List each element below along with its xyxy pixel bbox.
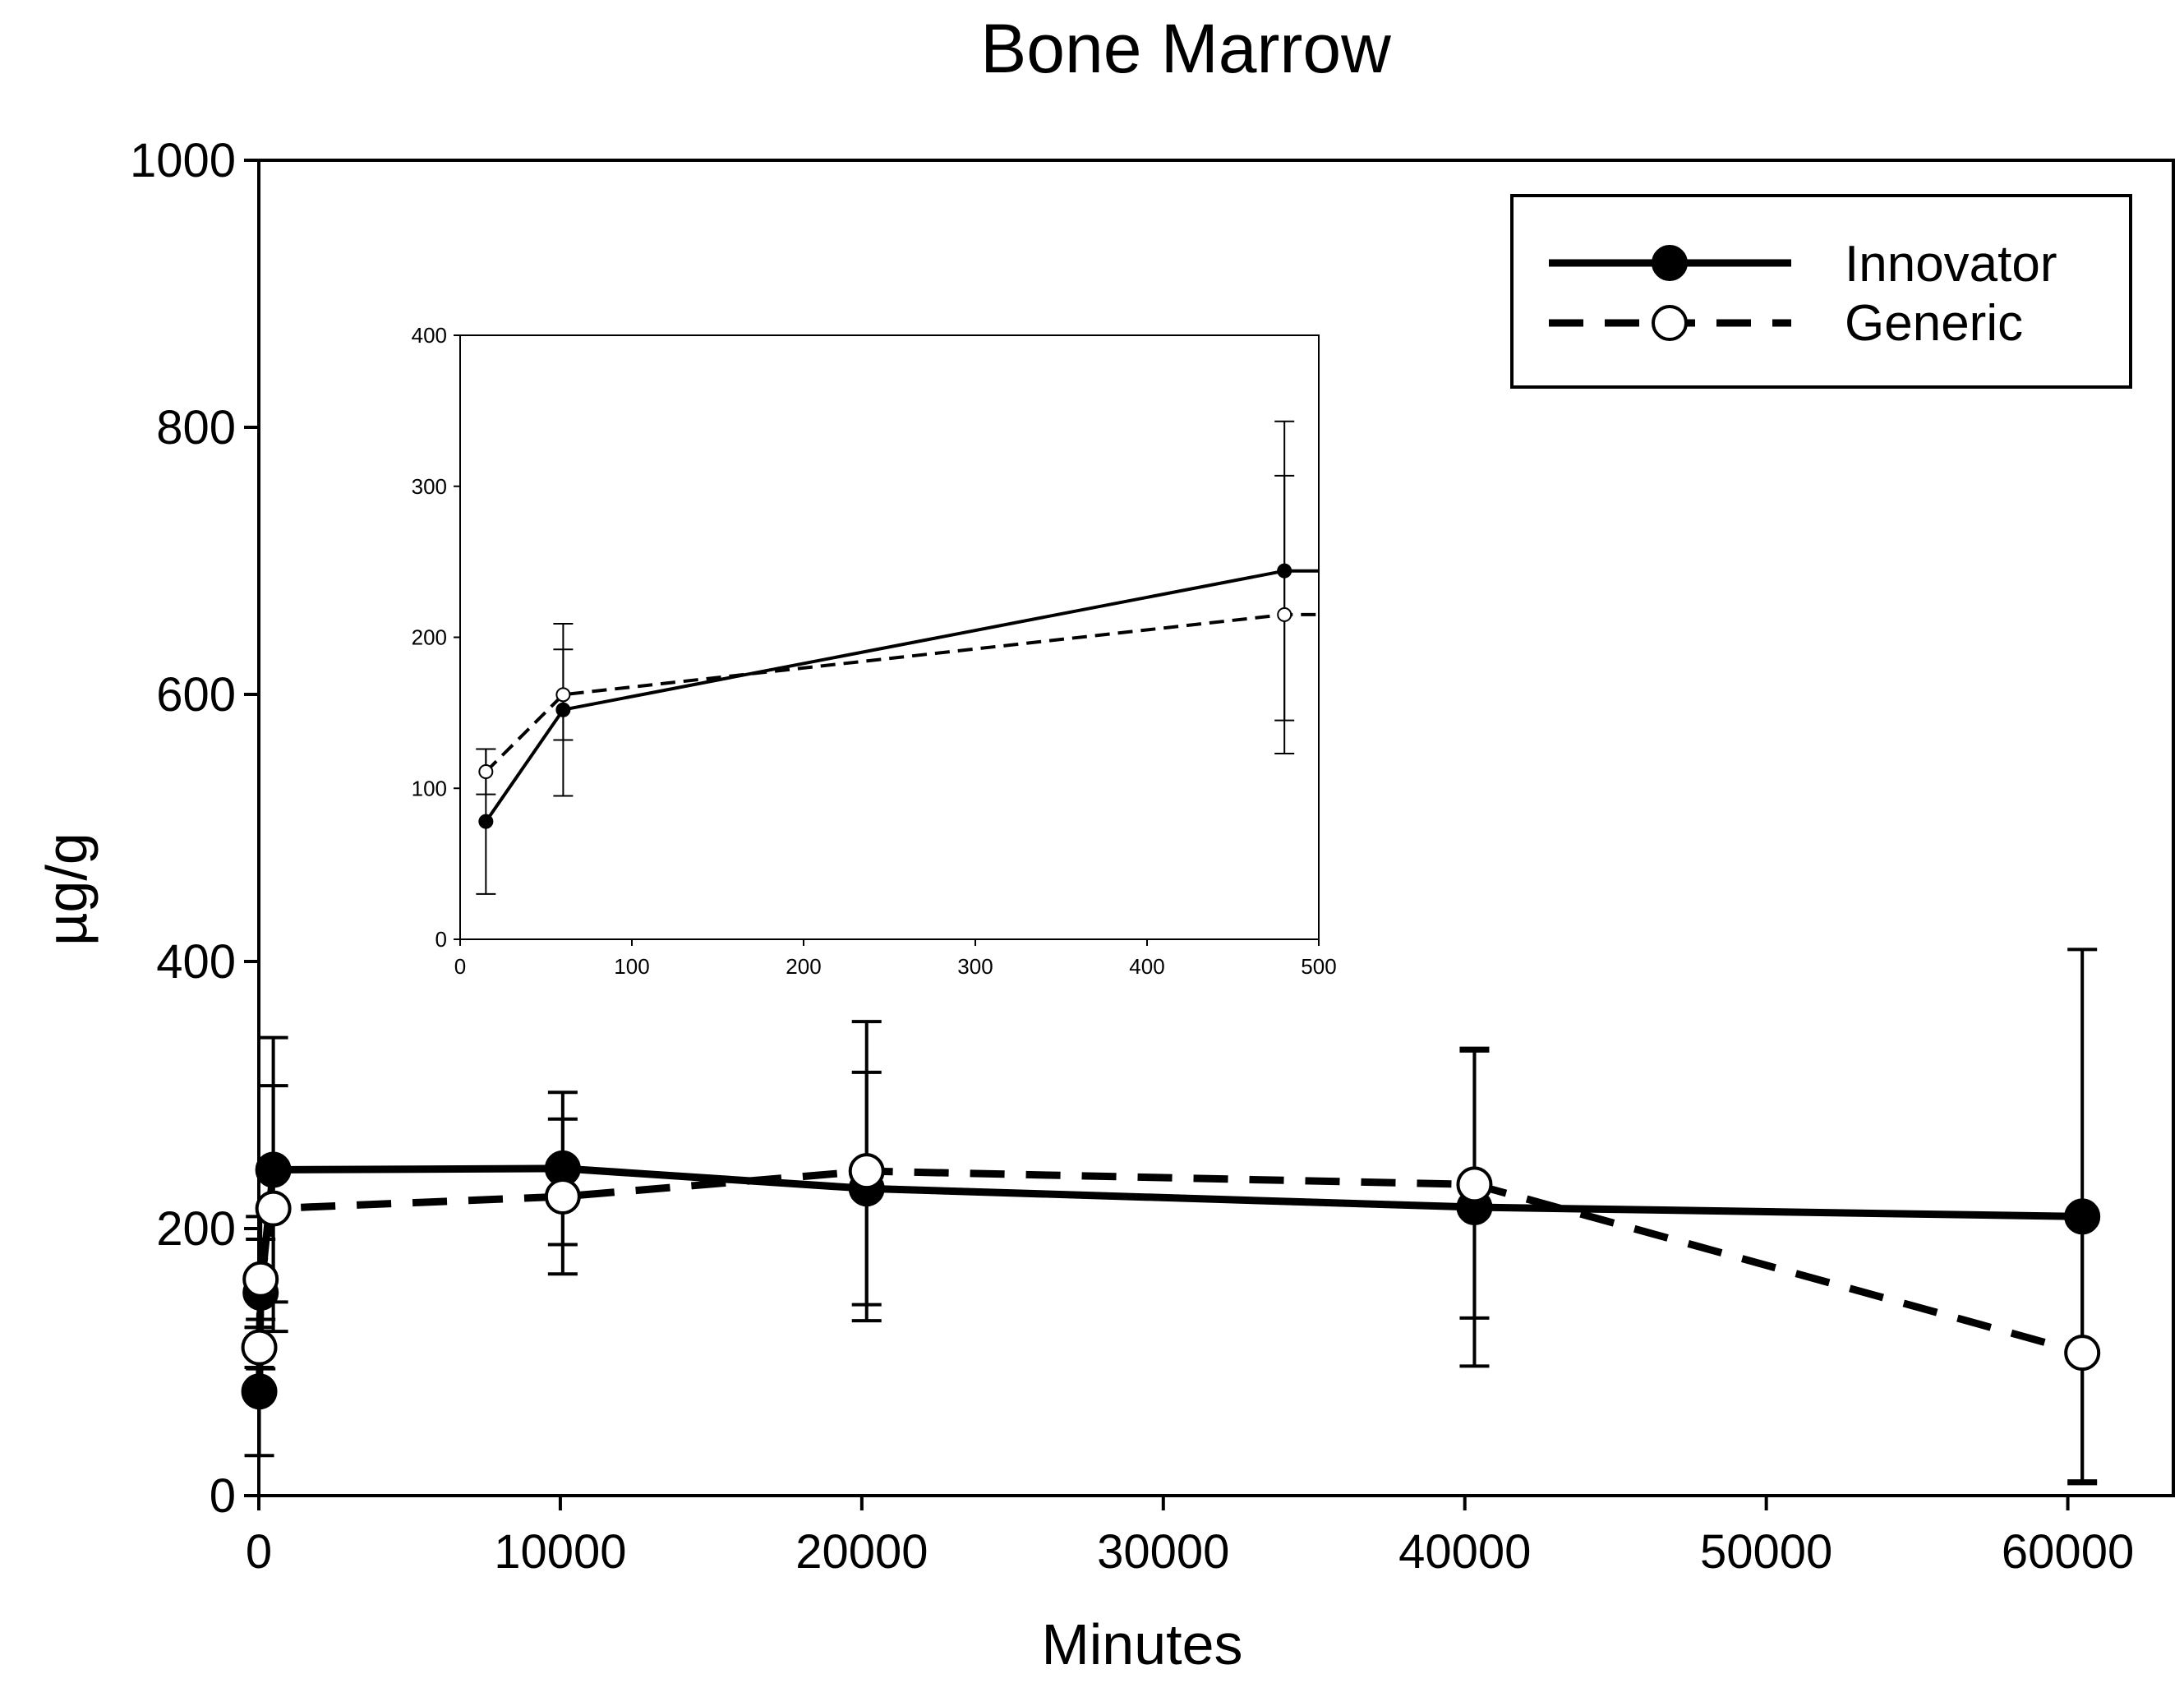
- y-axis-label: µg/g: [35, 832, 99, 946]
- inset-x-tick-label: 200: [786, 954, 821, 979]
- main-error-bars: [244, 948, 2098, 1486]
- main-x-tick-label: 40000: [1398, 1525, 1531, 1579]
- inset-x-tick-label: 100: [614, 954, 649, 979]
- inset-innovator-marker: [478, 814, 494, 829]
- inset-x-tick-label: 400: [1129, 954, 1164, 979]
- inset-generic-marker: [478, 764, 494, 780]
- main-x-tick-label: 10000: [494, 1525, 626, 1579]
- main-y-tick-label: 200: [156, 1202, 236, 1256]
- main-innovator-marker: [2064, 1198, 2101, 1235]
- main-x-tick-label: 30000: [1097, 1525, 1229, 1579]
- main-x-tick-label: 50000: [1700, 1525, 1832, 1579]
- main-generic-marker: [2064, 1335, 2101, 1372]
- inset-y-tick-label: 100: [412, 776, 447, 800]
- legend: Innovator Generic: [1510, 194, 2132, 389]
- inset-y-tick-label: 300: [412, 474, 447, 499]
- inset-innovator-marker: [1277, 563, 1292, 579]
- main-generic-marker: [848, 1153, 885, 1190]
- inset-axes: 0 100 200 300 400 500 0 100 200 300 400: [412, 323, 1337, 979]
- main-y-tick-label: 1000: [130, 134, 236, 187]
- inset-markers: [478, 563, 1292, 829]
- legend-box: [1510, 194, 2132, 389]
- main-generic-marker: [544, 1178, 581, 1215]
- inset-innovator-line: [484, 569, 1319, 823]
- main-y-tick-label: 0: [210, 1469, 236, 1523]
- inset-x-tick-label: 0: [454, 954, 466, 979]
- main-x-tick-label: 60000: [2002, 1525, 2134, 1579]
- main-generic-marker: [242, 1261, 279, 1298]
- inset-generic-marker: [555, 687, 571, 703]
- main-series-lines: [256, 1164, 2084, 1392]
- inset-background: [460, 335, 1319, 939]
- main-innovator-marker: [255, 1151, 292, 1188]
- legend-generic-marker: [1652, 305, 1688, 341]
- legend-label-generic: Generic: [1845, 295, 2023, 352]
- main-axes: 0 10000 20000 30000 40000 50000 60000020040060…: [130, 134, 2134, 1579]
- main-y-tick-label: 800: [156, 401, 236, 454]
- x-axis-label: Minutes: [1041, 1612, 1242, 1676]
- main-x-tick-label: 20000: [795, 1525, 928, 1579]
- inset-y-tick-label: 0: [435, 927, 447, 952]
- inset-y-tick-label: 400: [412, 323, 447, 348]
- main-generic-marker: [1456, 1166, 1493, 1203]
- main-innovator-marker: [241, 1373, 278, 1410]
- main-y-tick-label: 400: [156, 935, 236, 989]
- inset-series-lines: [484, 569, 1319, 823]
- legend-label-innovator: Innovator: [1845, 236, 2057, 293]
- main-generic-marker: [255, 1190, 292, 1227]
- inset-y-tick-label: 200: [412, 625, 447, 650]
- inset-x-tick-label: 300: [957, 954, 993, 979]
- main-generic-marker: [241, 1329, 278, 1366]
- legend-innovator-marker: [1652, 245, 1688, 281]
- main-x-tick-label: 0: [246, 1525, 272, 1579]
- main-y-tick-label: 600: [156, 668, 236, 722]
- chart-title: Bone Marrow: [980, 10, 1391, 87]
- inset-generic-marker: [1277, 606, 1292, 622]
- inset-innovator-marker: [555, 702, 571, 717]
- inset-x-tick-label: 500: [1301, 954, 1336, 979]
- main-plot-frame: [257, 159, 2175, 1497]
- main-markers: [241, 1150, 2101, 1410]
- inset-generic-line: [484, 612, 1319, 773]
